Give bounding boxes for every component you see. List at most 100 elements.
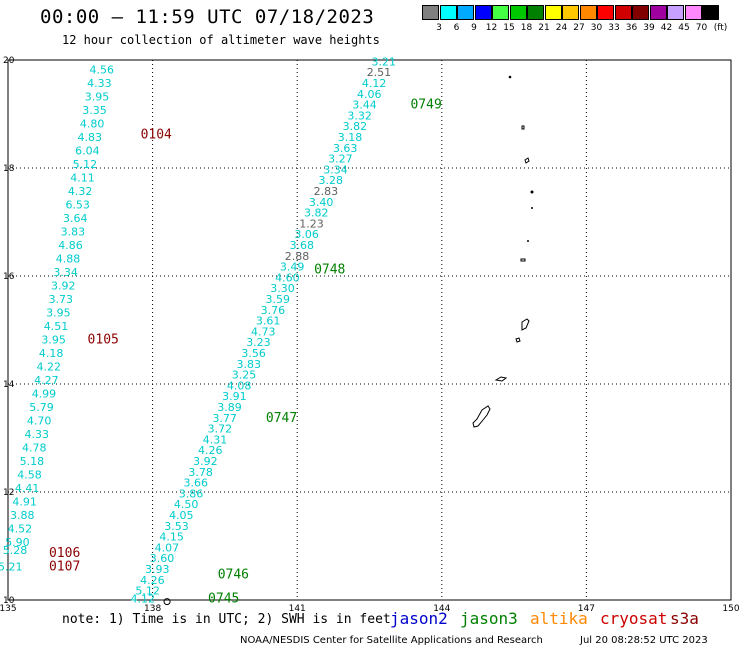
legend-label: 39: [643, 23, 655, 33]
wave-height-value: 5.18: [20, 455, 45, 468]
wave-height-value: 3.92: [193, 455, 218, 468]
wave-height-value: 3.88: [10, 509, 35, 522]
legend-swatch: [632, 5, 649, 20]
generated-timestamp: Jul 20 08:28:52 UTC 2023: [580, 635, 708, 646]
wave-height-value: 4.12: [362, 77, 387, 90]
legend-swatch: [457, 5, 474, 20]
wave-height-value: 4.78: [22, 442, 47, 455]
legend-swatch: [474, 5, 492, 20]
legend-swatch: [544, 5, 562, 20]
wave-height-value: 2.83: [314, 185, 339, 198]
wave-height-value: 4.88: [56, 253, 81, 266]
wave-height-value: 3.32: [347, 109, 372, 122]
legend-swatch: [509, 5, 527, 20]
wave-height-value: 3.63: [333, 142, 358, 155]
island-farallon: [508, 75, 512, 79]
wave-height-value: 4.08: [227, 379, 252, 392]
credit-line: NOAA/NESDIS Center for Satellite Applica…: [240, 635, 543, 646]
lon-tick-label: 147: [578, 604, 595, 612]
wave-height-value: 3.78: [188, 466, 213, 479]
wave-height-value: 3.95: [46, 307, 71, 320]
lon-tick-label: 144: [433, 604, 450, 612]
wave-height-value: 3.66: [184, 477, 209, 490]
wave-height-value: 4.07: [155, 541, 180, 554]
wave-height-value: 5.21: [0, 560, 22, 573]
pass-time-label: 0748: [314, 262, 345, 277]
lat-tick-label: 20: [3, 56, 15, 66]
wave-height-value: 5.12: [135, 585, 160, 598]
island-anatahan: [520, 258, 526, 262]
legend-swatch: [439, 5, 457, 20]
wave-height-value: 4.86: [58, 239, 83, 252]
pass-time-label: 0107: [49, 559, 80, 574]
lat-tick-label: 14: [3, 380, 15, 390]
map-title: 00:00 — 11:59 UTC 07/18/2023: [40, 6, 375, 28]
island-guam: [472, 405, 491, 428]
wave-height-value: 3.83: [237, 358, 262, 371]
wave-height-value: 5.90: [5, 536, 30, 549]
wave-height-value: 3.40: [309, 196, 334, 209]
legend-swatch: [492, 5, 509, 20]
legend-label: 45: [678, 23, 690, 33]
wave-height-value: 4.11: [70, 172, 95, 185]
pass-time-label: 0746: [218, 567, 249, 582]
wave-height-value: 4.05: [169, 509, 194, 522]
islands: [472, 75, 534, 428]
legend-swatch: [527, 5, 544, 20]
legend-swatch: [562, 5, 579, 20]
legend-label: 36: [625, 23, 638, 33]
wave-height-value: 4.33: [24, 428, 49, 441]
legend-label: 70: [695, 23, 708, 33]
wave-height-value: 4.06: [357, 88, 382, 101]
wave-height-value: 3.92: [51, 280, 76, 293]
satellite-cryosat: cryosat: [600, 609, 668, 628]
wave-height-value: 4.41: [15, 482, 40, 495]
legend-swatch: [649, 5, 667, 20]
lon-tick-label: 135: [0, 604, 17, 612]
wave-height-value: 3.83: [61, 226, 86, 239]
wave-height-value: 5.79: [29, 401, 54, 414]
island-alamagan: [530, 190, 534, 194]
legend-label: 18: [520, 23, 533, 33]
legend-label: 30: [590, 23, 603, 33]
wave-height-value: 6.04: [75, 145, 100, 158]
wave-height-value: 3.73: [49, 293, 74, 306]
island-tinian: [515, 337, 521, 343]
pass-time-label: 0747: [266, 411, 297, 426]
satellite-jason3: jason3: [460, 609, 518, 628]
pass-time-label: 0105: [88, 333, 119, 348]
wave-height-value: 3.95: [41, 334, 66, 347]
lat-tick-label: 16: [3, 272, 15, 282]
wave-height-value: 3.72: [208, 423, 233, 436]
lon-tick-label: 138: [144, 604, 161, 612]
wave-height-value: 3.64: [63, 212, 88, 225]
island-maug: [521, 125, 525, 130]
wave-height-map: 3.212.514.124.063.443.323.823.183.633.27…: [0, 55, 740, 612]
legend-label: 15: [503, 23, 515, 33]
pass-time-label: 0106: [49, 546, 80, 561]
footnote: note: 1) Time is in UTC; 2) SWH is in fe…: [62, 612, 391, 627]
legend-swatch: [597, 5, 614, 20]
wave-height-value: 3.53: [164, 520, 189, 533]
wave-height-value: 3.44: [352, 99, 377, 112]
wave-height-value: 4.52: [8, 523, 33, 536]
lon-tick-label: 141: [289, 604, 306, 612]
wave-height-value: 3.06: [294, 228, 319, 241]
altimeter-tracks: 3.212.514.124.063.443.323.823.183.633.27…: [0, 55, 396, 605]
wave-height-value: 3.30: [270, 282, 295, 295]
wave-height-value: 3.61: [256, 315, 281, 328]
wave-height-value: 3.25: [232, 369, 257, 382]
wave-height-value: 4.12: [131, 593, 156, 606]
island-sarigan: [527, 240, 529, 242]
wave-height-value: 3.34: [323, 163, 348, 176]
wave-height-value: 3.77: [212, 412, 237, 425]
lat-tick-label: 18: [3, 164, 15, 174]
legend-swatch: [702, 5, 719, 20]
wave-height-value: 4.26: [198, 444, 223, 457]
wave-height-value: 4.91: [12, 496, 37, 509]
wave-height-value: 3.95: [85, 91, 110, 104]
satellite-altika: altika: [530, 609, 588, 628]
wave-height-value: 3.49: [280, 261, 305, 274]
satellite-s3a: s3a: [670, 609, 699, 628]
